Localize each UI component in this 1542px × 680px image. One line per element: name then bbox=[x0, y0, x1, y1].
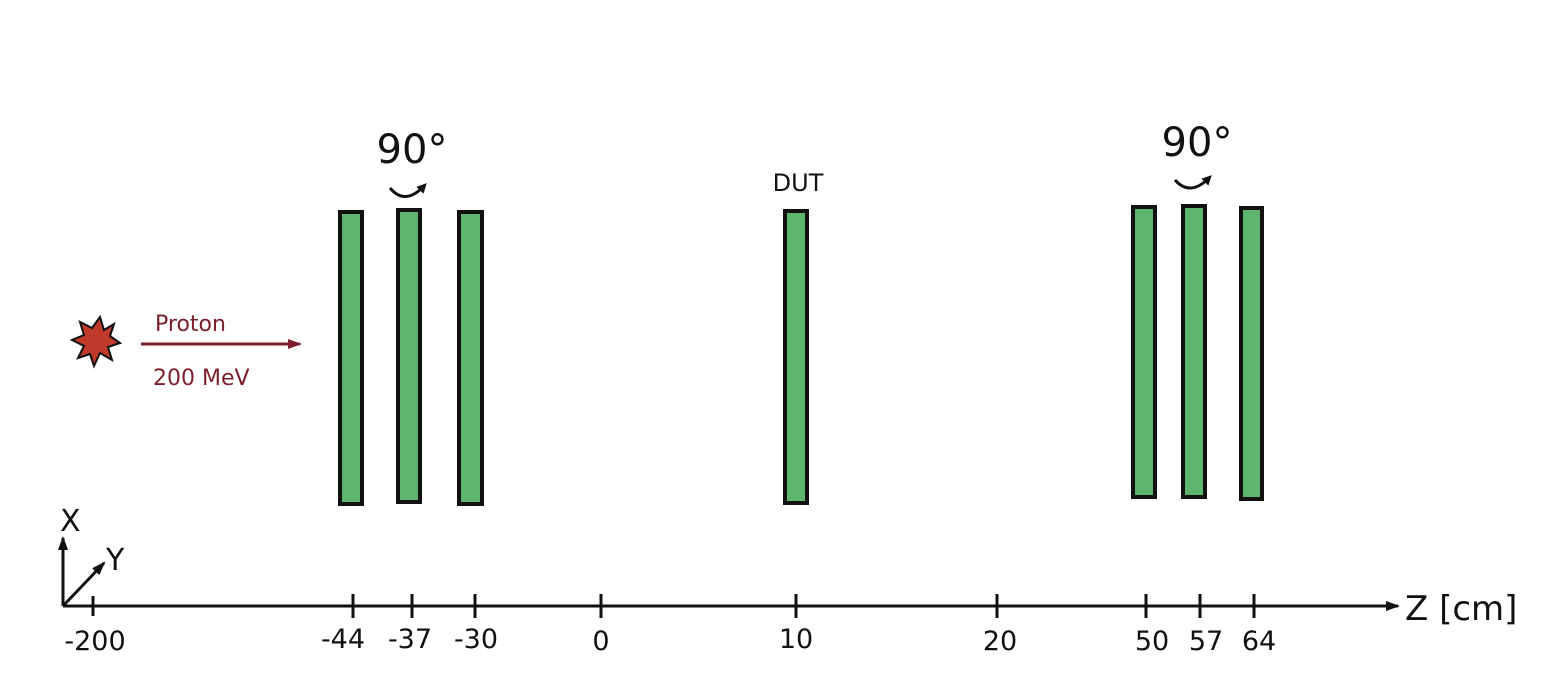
tick-label: 0 bbox=[592, 626, 609, 657]
tick-label: -30 bbox=[454, 624, 498, 655]
x-axis-label: X bbox=[60, 504, 81, 539]
tick-label: 10 bbox=[779, 624, 813, 655]
rotation-arrow-icon-downstream bbox=[1173, 175, 1212, 190]
telescope-plane-downstream-3 bbox=[1239, 206, 1264, 501]
rotation-label-downstream: 90° bbox=[1162, 120, 1233, 166]
telescope-plane-downstream-1 bbox=[1131, 205, 1157, 499]
tick-label: 57 bbox=[1189, 626, 1223, 657]
rotation-label-upstream: 90° bbox=[377, 127, 448, 173]
beam-particle-label: Proton bbox=[155, 312, 226, 337]
z-axis-ticks bbox=[91, 594, 1256, 618]
tick-label: 64 bbox=[1242, 626, 1276, 657]
telescope-plane-upstream-3 bbox=[457, 210, 484, 506]
y-axis-label: Y bbox=[105, 543, 125, 578]
tick-label: -200 bbox=[64, 626, 125, 657]
tick-label: -37 bbox=[388, 624, 432, 655]
rotation-arrow-icon-upstream bbox=[388, 183, 427, 198]
y-axis-arrow bbox=[61, 561, 106, 608]
explosion-star-icon bbox=[69, 314, 123, 369]
tick-label: 50 bbox=[1135, 626, 1169, 657]
telescope-plane-downstream-2-rotated bbox=[1181, 204, 1207, 499]
telescope-plane-upstream-2-rotated bbox=[396, 208, 422, 504]
beam-energy-label: 200 MeV bbox=[153, 366, 250, 391]
z-axis-label: Z [cm] bbox=[1405, 589, 1517, 629]
telescope-plane-upstream-1 bbox=[338, 210, 364, 506]
dut-label: DUT bbox=[773, 169, 824, 197]
dut-plane bbox=[783, 209, 809, 505]
tick-label: -44 bbox=[321, 624, 365, 655]
tick-label: 20 bbox=[983, 626, 1017, 657]
